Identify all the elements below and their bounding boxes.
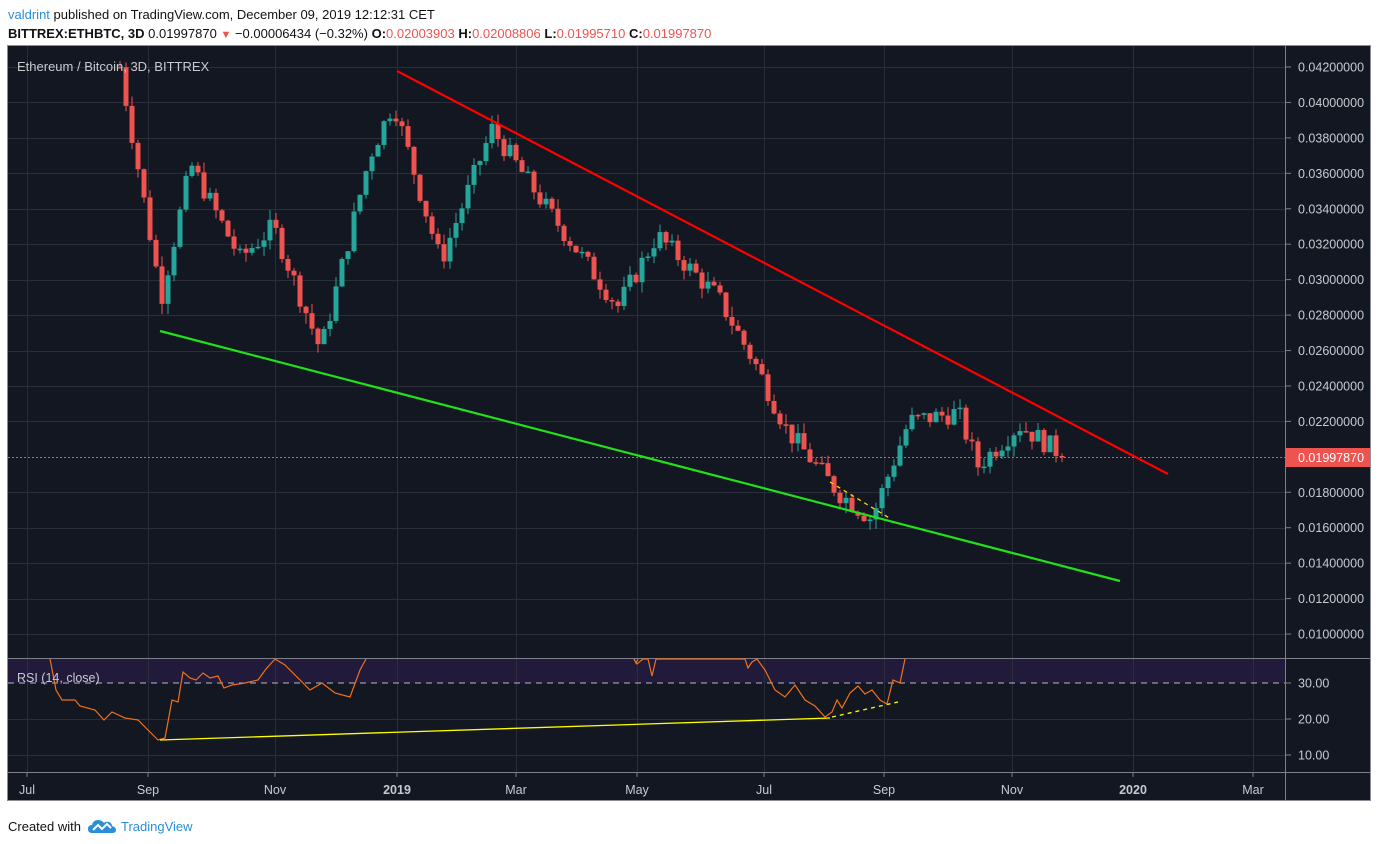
svg-text:0.01200000: 0.01200000 xyxy=(1298,592,1364,606)
close-value: 0.01997870 xyxy=(642,26,712,41)
symbol-label: BITTREX:ETHBTC, 3D xyxy=(8,26,145,41)
current-price-tag xyxy=(1286,448,1370,467)
grid-lines xyxy=(8,46,1285,772)
open-value: 0.02003903 xyxy=(386,26,455,41)
high-value: 0.02008806 xyxy=(472,26,541,41)
publish-info: valdrint published on TradingView.com, D… xyxy=(8,7,435,22)
svg-text:Nov: Nov xyxy=(1001,783,1024,797)
svg-text:10.00: 10.00 xyxy=(1298,749,1329,763)
rsi-divergence-trendline[interactable] xyxy=(831,701,899,718)
svg-text:20.00: 20.00 xyxy=(1298,713,1329,727)
tradingview-cloud-icon xyxy=(87,818,116,837)
rsi-line-segment xyxy=(633,658,906,718)
svg-text:2020: 2020 xyxy=(1119,783,1147,797)
svg-text:0.03000000: 0.03000000 xyxy=(1298,273,1364,287)
rsi-trendline[interactable] xyxy=(159,717,831,741)
rsi-band xyxy=(8,659,1285,683)
svg-text:Mar: Mar xyxy=(505,783,527,797)
svg-text:May: May xyxy=(625,783,649,797)
down-arrow-icon: ▼ xyxy=(220,29,232,41)
close-label: C: xyxy=(628,26,643,41)
rsi-line-segment xyxy=(633,658,639,665)
svg-text:0.03200000: 0.03200000 xyxy=(1298,238,1364,252)
low-label: L: xyxy=(544,26,557,41)
svg-text:0.03800000: 0.03800000 xyxy=(1298,131,1364,145)
price-axis[interactable]: 0.04200000 0.04000000 0.03800000 0.03600000… xyxy=(1286,61,1364,642)
support-trendline[interactable] xyxy=(159,329,1121,583)
footer: Created with TradingView xyxy=(8,818,193,837)
svg-text:0.03600000: 0.03600000 xyxy=(1298,167,1364,181)
svg-text:0.02600000: 0.02600000 xyxy=(1298,344,1364,358)
svg-text:0.01800000: 0.01800000 xyxy=(1298,486,1364,500)
rsi-label: RSI (14, close) xyxy=(17,671,100,685)
svg-text:2019: 2019 xyxy=(383,783,411,797)
svg-text:0.04000000: 0.04000000 xyxy=(1298,96,1364,110)
created-with-text: Created with xyxy=(8,819,81,834)
low-value: 0.01995710 xyxy=(556,26,626,41)
svg-text:0.02400000: 0.02400000 xyxy=(1298,379,1364,393)
published-text: published on TradingView.com, December 0… xyxy=(53,7,435,22)
svg-text:Jul: Jul xyxy=(19,783,35,797)
svg-text:Sep: Sep xyxy=(137,783,159,797)
svg-text:30.00: 30.00 xyxy=(1298,677,1329,691)
svg-text:Sep: Sep xyxy=(873,783,895,797)
author-link[interactable]: valdrint xyxy=(8,7,50,22)
svg-text:0.04200000: 0.04200000 xyxy=(1298,61,1364,75)
svg-text:0.01000000: 0.01000000 xyxy=(1298,628,1364,642)
tradingview-link[interactable]: TradingView xyxy=(121,819,193,834)
svg-text:0.01400000: 0.01400000 xyxy=(1298,557,1364,571)
svg-text:0.03400000: 0.03400000 xyxy=(1298,202,1364,216)
svg-text:Nov: Nov xyxy=(264,783,287,797)
current-price-tag-text: 0.01997870 xyxy=(1298,451,1364,465)
svg-text:Jul: Jul xyxy=(756,783,772,797)
price-change: −0.00006434 (−0.32%) xyxy=(234,26,368,41)
open-label: O: xyxy=(371,26,387,41)
resistance-trendline[interactable] xyxy=(396,70,1169,475)
price-dashed-trendline[interactable] xyxy=(829,481,892,520)
svg-text:0.01600000: 0.01600000 xyxy=(1298,521,1364,535)
svg-text:0.02200000: 0.02200000 xyxy=(1298,415,1364,429)
rsi-axis[interactable]: 30.00 20.00 10.00 xyxy=(1286,677,1329,763)
last-price: 0.01997870 xyxy=(148,26,217,41)
rsi-line xyxy=(49,658,367,741)
high-label: H: xyxy=(458,26,473,41)
svg-text:0.02800000: 0.02800000 xyxy=(1298,309,1364,323)
chart-title: Ethereum / Bitcoin, 3D, BITTREX xyxy=(17,59,210,74)
time-axis[interactable]: Jul Sep Nov 2019 Mar May Jul Sep Nov 2020 Mar xyxy=(19,773,1264,797)
svg-text:Mar: Mar xyxy=(1242,783,1264,797)
symbol-info: BITTREX:ETHBTC, 3D 0.01997870 ▼ −0.00006… xyxy=(8,26,711,41)
candlesticks xyxy=(117,61,1065,530)
